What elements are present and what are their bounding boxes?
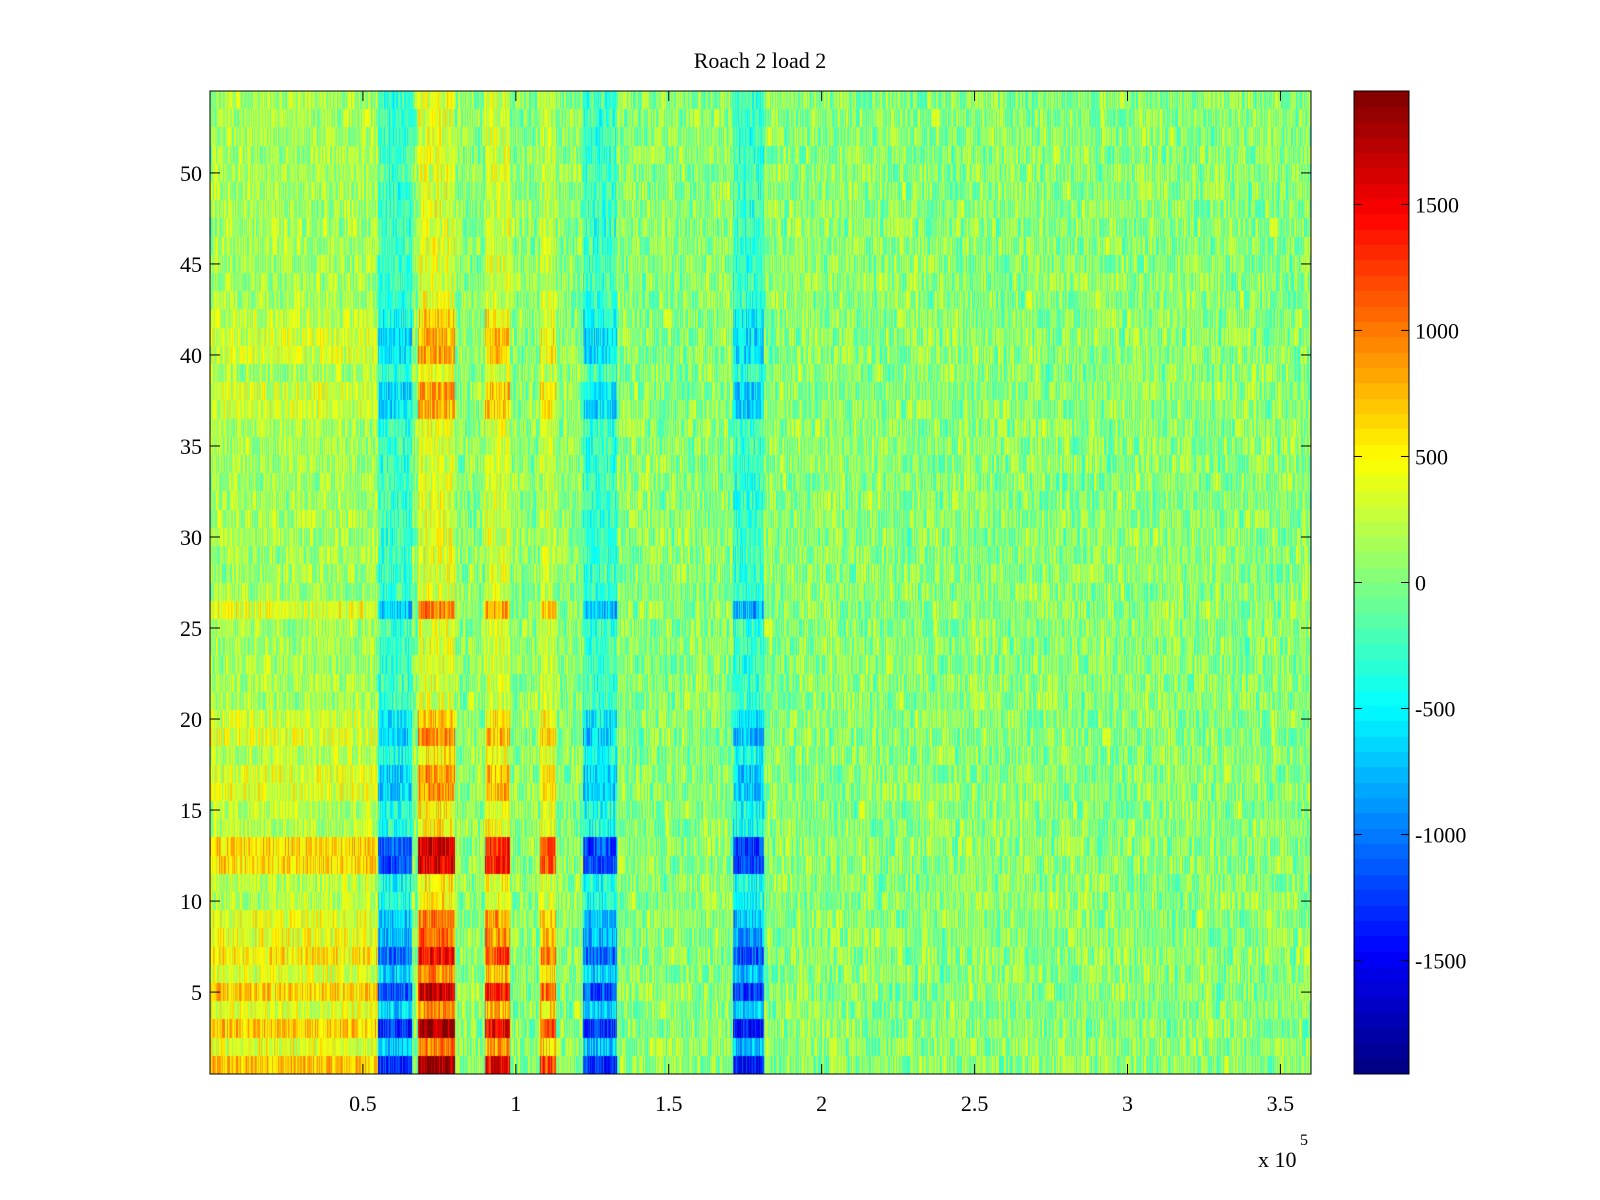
colorbar-tick-label: 1000 <box>1415 318 1459 343</box>
y-tick-label: 35 <box>180 434 202 459</box>
colorbar-tick-label: -1500 <box>1415 949 1466 974</box>
colorbar-tick-label: 500 <box>1415 444 1448 469</box>
x-exponent-label: x 10 <box>1258 1147 1297 1172</box>
x-tick-label: 3.5 <box>1267 1091 1295 1116</box>
y-axis: 5 10 15 20 25 30 35 40 45 50 <box>180 161 1311 1005</box>
colorbar: -1500 -1000 -500 0 500 1000 1500 <box>1353 90 1466 1075</box>
y-tick-label: 50 <box>180 161 202 186</box>
x-tick-label: 2.5 <box>961 1091 989 1116</box>
y-tick-label: 45 <box>180 252 202 277</box>
colorbar-tick-label: 1500 <box>1415 192 1459 217</box>
y-tick-label: 5 <box>191 980 202 1005</box>
plot-area <box>209 90 1312 1075</box>
colorbar-ticks: -1500 -1000 -500 0 500 1000 1500 <box>1354 192 1466 974</box>
colorbar-tick-label: 0 <box>1415 571 1426 596</box>
x-exponent-power: 5 <box>1300 1132 1308 1149</box>
x-tick-label: 3 <box>1122 1091 1133 1116</box>
y-tick-label: 20 <box>180 707 202 732</box>
x-tick-label: 1.5 <box>655 1091 683 1116</box>
plot-frame <box>209 90 1312 1075</box>
chart-title: Roach 2 load 2 <box>694 48 827 73</box>
heatmap-image-holder <box>210 91 1311 1074</box>
heatmap-cells <box>210 91 1311 1074</box>
y-tick-label: 25 <box>180 616 202 641</box>
y-tick-label: 40 <box>180 343 202 368</box>
colorbar-gradient <box>1354 91 1409 1074</box>
colorbar-image-holder <box>1354 91 1409 1074</box>
x-tick-label: 2 <box>816 1091 827 1116</box>
x-tick-label: 0.5 <box>349 1091 377 1116</box>
y-tick-label: 15 <box>180 798 202 823</box>
x-tick-label: 1 <box>510 1091 521 1116</box>
y-tick-label: 10 <box>180 889 202 914</box>
colorbar-tick-label: -500 <box>1415 697 1455 722</box>
colorbar-tick-label: -1000 <box>1415 823 1466 848</box>
x-axis: 0.5 1 1.5 2 2.5 3 3.5 <box>349 91 1294 1116</box>
y-tick-label: 30 <box>180 525 202 550</box>
